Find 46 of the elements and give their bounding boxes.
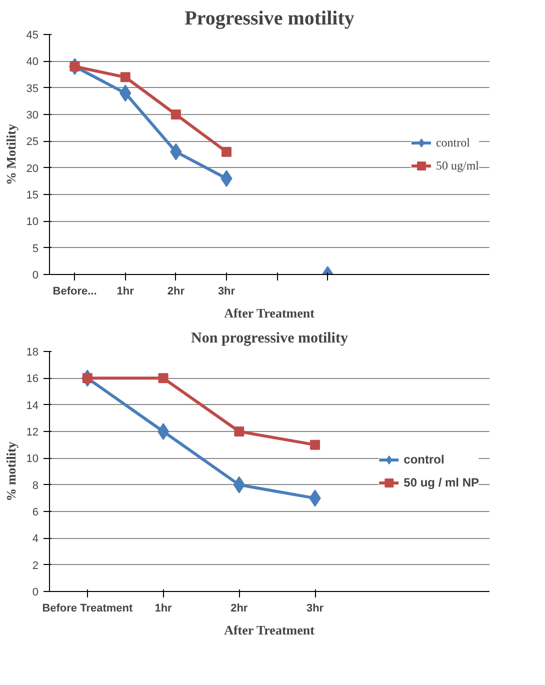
- legend-label: control: [436, 135, 470, 150]
- y-tick-label: 10: [26, 216, 39, 228]
- y-tick-label: 18: [26, 346, 39, 358]
- x-axis-title: After Treatment: [224, 306, 316, 320]
- legend-label: control: [404, 452, 444, 466]
- y-tick-label: 10: [26, 453, 39, 466]
- point: [222, 146, 232, 157]
- y-tick-label: 0: [32, 586, 39, 598]
- y-tick-label: 25: [26, 136, 39, 148]
- legend-label: 50 ug / ml NP: [404, 476, 479, 490]
- x-tick-label: 2hr: [230, 602, 248, 614]
- y-tick-label: 12: [26, 426, 39, 438]
- chart-title: Progressive motility: [184, 8, 354, 30]
- legend-label: 50 ug/ml: [436, 158, 479, 173]
- chart-title: Non progressive motility: [191, 330, 348, 346]
- x-tick-label: 3hr: [218, 286, 236, 298]
- x-tick-label: 1hr: [116, 286, 135, 298]
- point: [158, 373, 168, 384]
- y-tick-label: 14: [26, 400, 39, 412]
- y-tick-label: 20: [26, 162, 39, 175]
- y-tick-label: 4: [32, 533, 39, 546]
- y-tick-label: 30: [26, 110, 39, 122]
- point: [234, 426, 244, 436]
- x-tick-label: Before...: [52, 286, 97, 298]
- x-tick-label: 2hr: [167, 286, 186, 298]
- point: [220, 170, 232, 187]
- y-axis-title: % motility: [3, 441, 18, 502]
- y-tick-label: 45: [26, 30, 39, 42]
- x-tick-label: Before Treatment: [42, 602, 134, 614]
- x-tick-label: 1hr: [154, 602, 173, 614]
- point: [157, 423, 170, 440]
- y-tick-label: 35: [26, 82, 39, 95]
- y-tick-label: 8: [32, 480, 39, 492]
- y-tick-label: 15: [26, 190, 39, 202]
- point: [170, 110, 181, 120]
- x-tick-label: 3hr: [306, 602, 324, 614]
- y-tick-label: 16: [26, 373, 39, 386]
- x-axis-title: After Treatment: [224, 622, 316, 638]
- y-axis-title: % Motility: [3, 123, 18, 186]
- y-tick-label: 40: [26, 56, 39, 68]
- y-tick-label: 0: [32, 270, 39, 282]
- point: [120, 72, 130, 82]
- y-tick-label: 6: [32, 506, 39, 518]
- y-tick-label: 2: [32, 560, 39, 572]
- y-tick-label: 5: [32, 242, 39, 255]
- point: [310, 440, 320, 450]
